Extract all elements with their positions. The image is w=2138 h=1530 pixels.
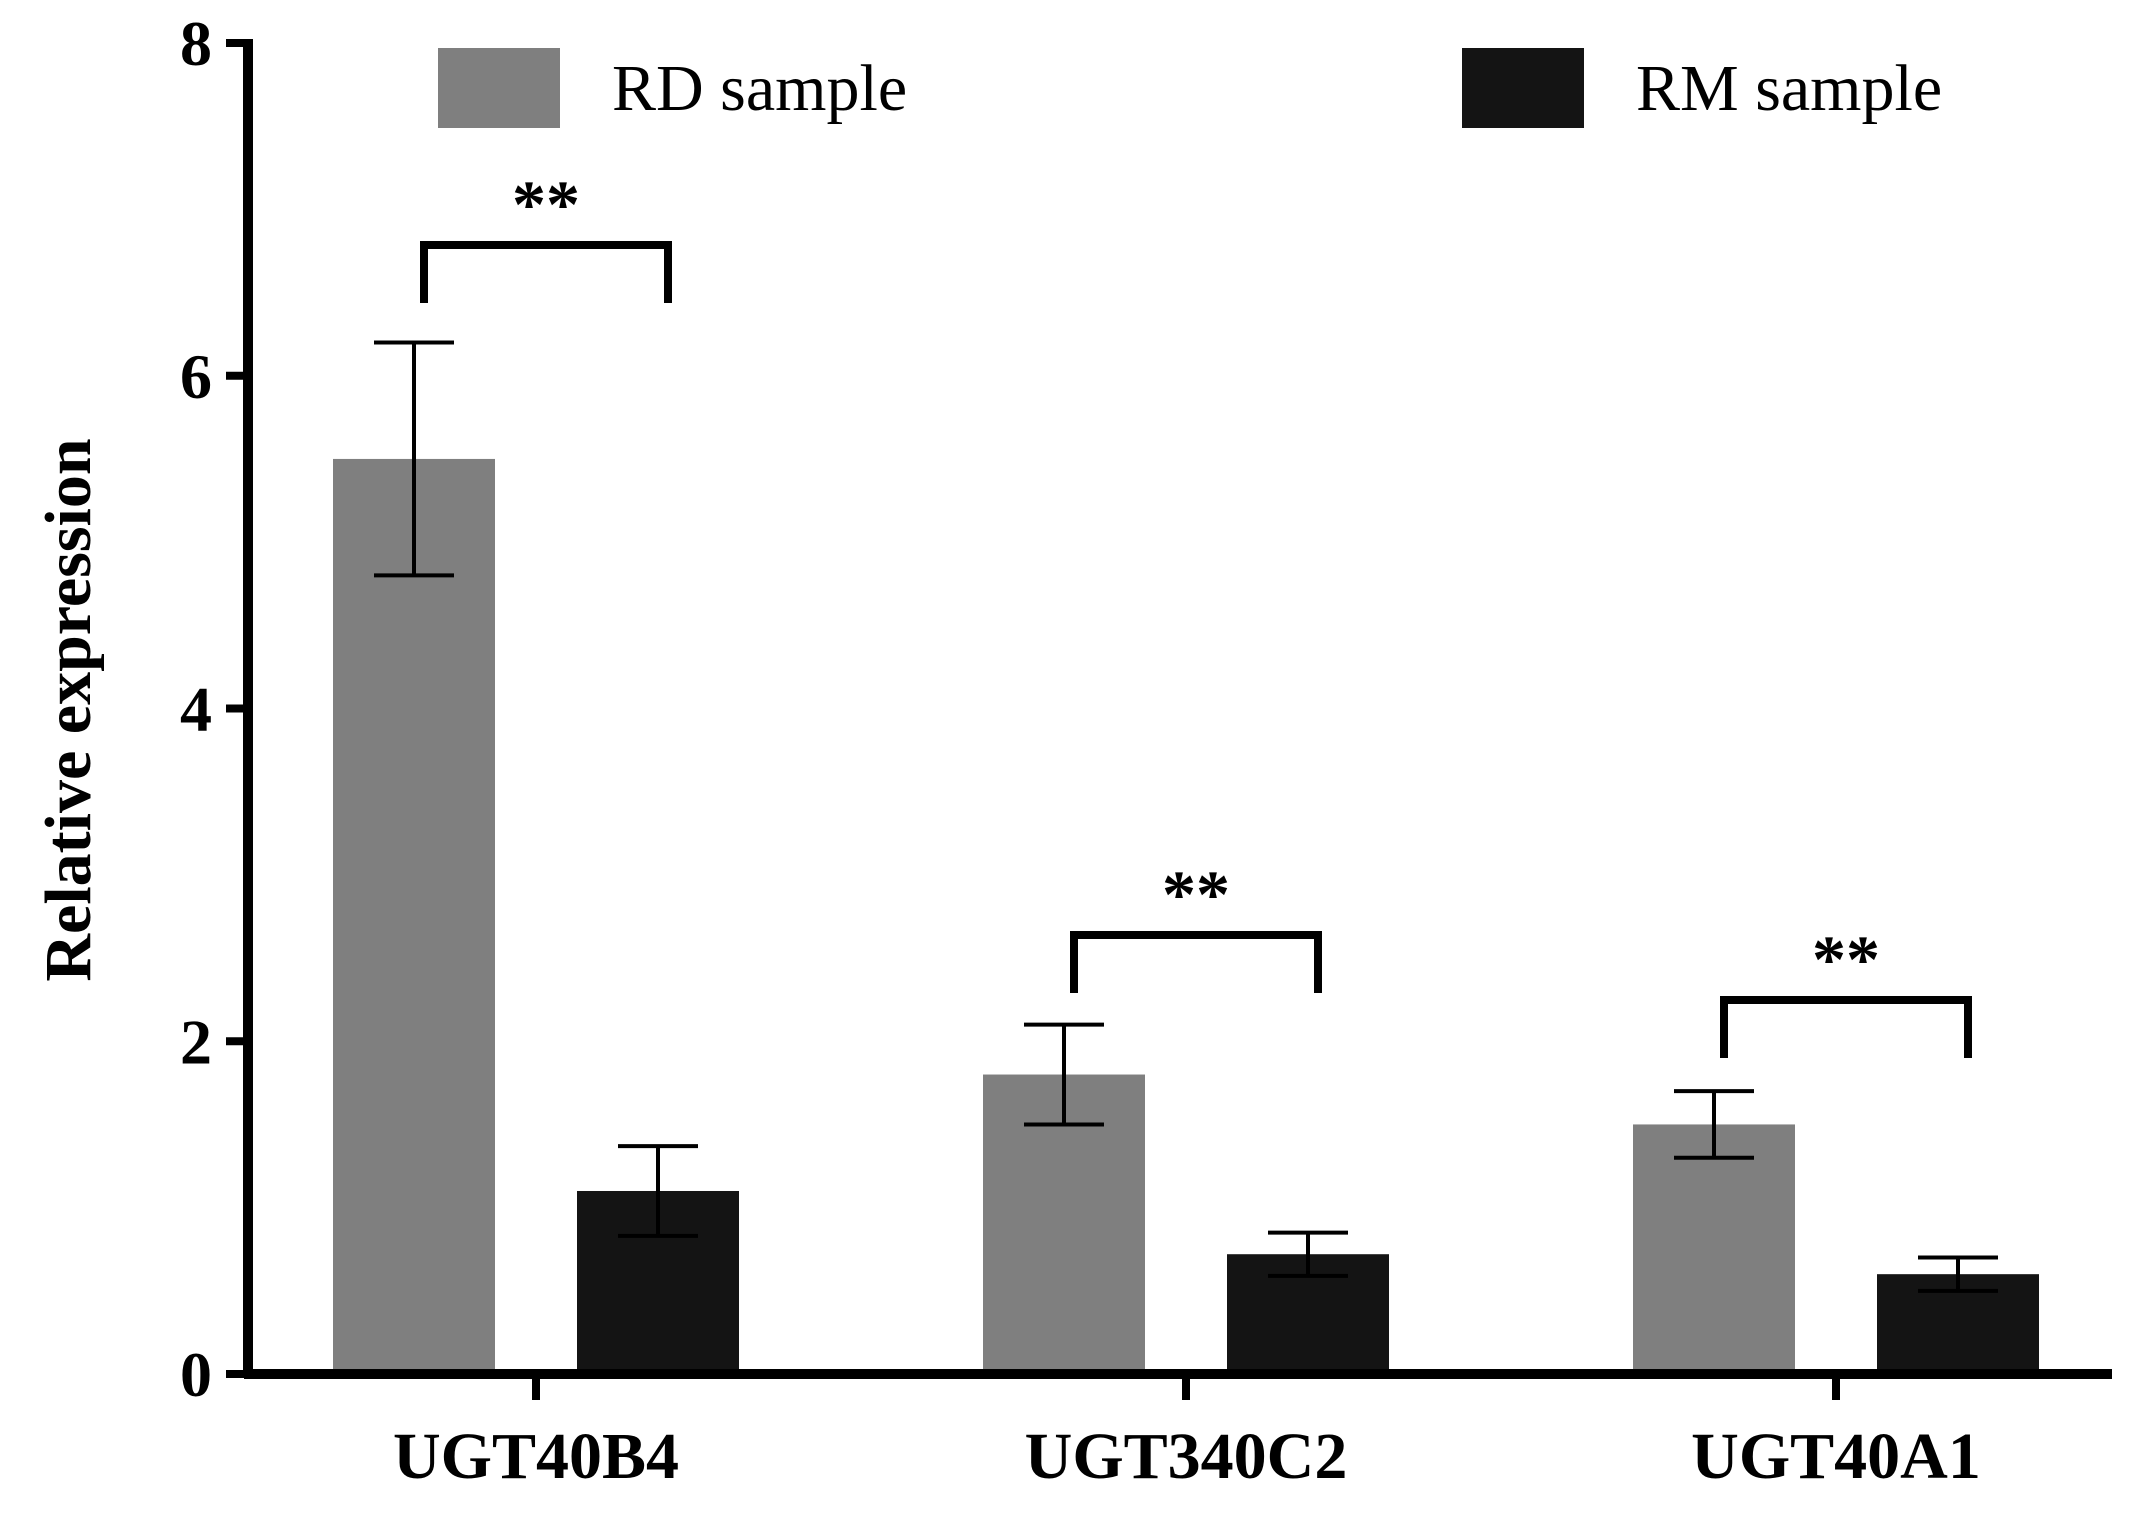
significance-layer: ** ** **: [420, 166, 1972, 1058]
legend-label: RD sample: [612, 52, 907, 125]
y-axis-label: Relative expression: [32, 438, 105, 981]
y-tick-label: 2: [180, 1006, 212, 1077]
significance-bracket: [1720, 996, 1972, 1058]
x-tick-label: UGT40A1: [1691, 1420, 1981, 1493]
legend-swatch: [438, 48, 560, 128]
y-tick-label: 4: [180, 674, 212, 745]
error-bars-layer: [374, 340, 1998, 1293]
significance-label: **: [1162, 856, 1230, 932]
x-tick-label: UGT40B4: [393, 1420, 679, 1493]
legend-label: RM sample: [1636, 52, 1942, 125]
legend-swatch: [1462, 48, 1584, 128]
x-tick-label: UGT340C2: [1025, 1420, 1348, 1493]
bar-rd-sample-ugt40a1: [1633, 1124, 1795, 1374]
significance-label: **: [1812, 921, 1880, 997]
legend: RD sample RM sample: [438, 48, 1942, 128]
y-tick-label: 6: [180, 341, 212, 412]
significance-bracket: [420, 241, 672, 303]
bar-rd-sample-ugt40b4: [333, 458, 495, 1374]
axes-layer: 0 2 4 6 8 UGT40B4 UGT340C2 UGT40A1: [180, 8, 2112, 1493]
significance-bracket: [1070, 931, 1322, 993]
y-tick-label: 0: [180, 1339, 212, 1410]
y-tick-label: 8: [180, 8, 212, 79]
significance-label: **: [512, 166, 580, 242]
